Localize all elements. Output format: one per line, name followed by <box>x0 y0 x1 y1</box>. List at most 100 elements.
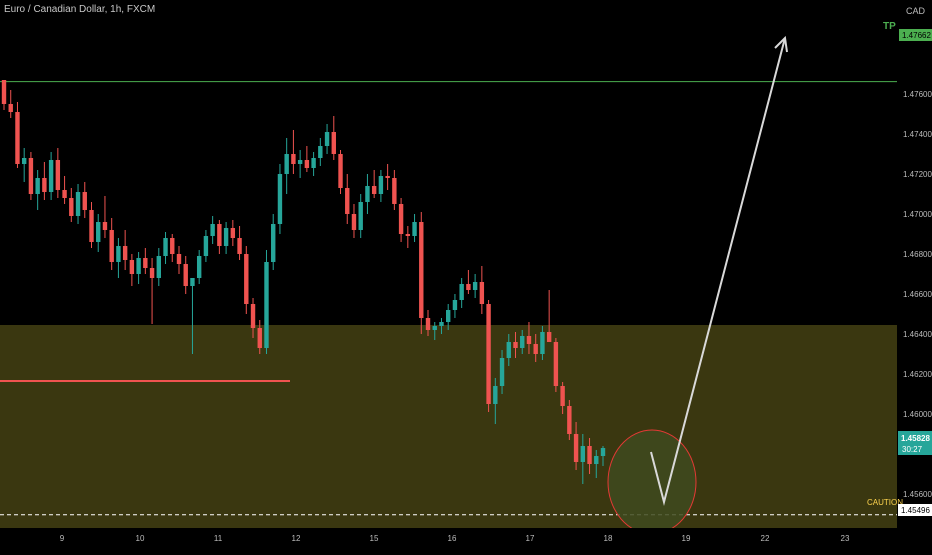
candle-body <box>513 342 518 348</box>
candle-body <box>149 268 155 278</box>
candle-body <box>244 254 249 304</box>
candle-body <box>546 332 552 342</box>
candle-body <box>230 228 236 238</box>
tp-label: TP <box>883 21 896 32</box>
forecast-path <box>650 37 786 506</box>
candle-body <box>600 448 606 456</box>
forecast-arrowhead <box>774 35 788 53</box>
candle-body <box>311 158 316 168</box>
candle-body <box>560 386 565 406</box>
candle-body <box>351 214 357 230</box>
candle-body <box>472 282 478 290</box>
chart-title: Euro / Canadian Dollar, 1h, FXCM <box>4 4 156 15</box>
candle-body <box>196 256 202 278</box>
candle-body <box>587 446 592 464</box>
x-tick-label: 16 <box>448 534 457 543</box>
candle-body <box>594 456 599 464</box>
candle-body <box>109 230 114 262</box>
caution-label: CAUTION <box>867 498 903 507</box>
time-axis-bg <box>0 528 897 550</box>
current-price-label: 1.45828 <box>901 434 930 443</box>
y-tick-label: 1.47000 <box>903 210 932 219</box>
y-tick-label: 1.46400 <box>903 330 932 339</box>
candle-body <box>217 224 222 246</box>
candle-body <box>378 176 384 194</box>
tp-price-label: 1.47662 <box>902 31 931 40</box>
candle-body <box>89 210 94 242</box>
price-axis-bg <box>897 0 932 550</box>
x-tick-label: 19 <box>682 534 691 543</box>
candle-body <box>439 322 444 326</box>
x-tick-label: 23 <box>841 534 850 543</box>
caution-price-label: 1.45496 <box>901 506 930 515</box>
candle-body <box>75 192 81 216</box>
candle-body <box>21 158 27 164</box>
candle-body <box>250 304 256 328</box>
candle-body <box>264 262 269 348</box>
candle-body <box>122 246 128 260</box>
candle-body <box>223 228 229 246</box>
candle-body <box>62 190 67 198</box>
x-tick-label: 18 <box>604 534 613 543</box>
x-tick-label: 22 <box>761 534 770 543</box>
candle-body <box>35 178 40 194</box>
candle-body <box>203 236 209 256</box>
candle-body <box>580 446 586 462</box>
candle-body <box>493 386 498 404</box>
candle-body <box>1 80 7 104</box>
candle-body <box>48 160 54 192</box>
candle-body <box>358 202 363 230</box>
candle-body <box>28 158 34 194</box>
candle-body <box>15 112 20 164</box>
candle-body <box>82 192 87 210</box>
y-tick-label: 1.47400 <box>903 130 932 139</box>
x-tick-label: 11 <box>214 534 223 543</box>
candle-body <box>324 132 330 146</box>
candle-body <box>553 342 559 386</box>
candle-body <box>331 132 336 154</box>
price-levels <box>0 81 897 516</box>
candle-body <box>398 204 404 234</box>
candle-body <box>345 188 350 214</box>
candle-body <box>533 344 538 354</box>
candle-body <box>338 154 343 188</box>
candle-body <box>96 222 101 242</box>
candle-body <box>271 224 276 262</box>
candle-body <box>143 258 148 268</box>
demand-zone-rect <box>0 325 897 550</box>
candle-body <box>318 146 323 158</box>
candle-body <box>297 160 303 164</box>
candle-body <box>183 264 188 286</box>
candle-body <box>55 160 61 190</box>
candle-body <box>540 332 545 354</box>
candle-body <box>459 284 464 300</box>
y-tick-label: 1.46000 <box>903 410 932 419</box>
candle-body <box>291 154 296 164</box>
candle-body <box>156 256 161 278</box>
candle-body <box>526 336 532 344</box>
candle-body <box>452 300 458 310</box>
candle-body <box>446 310 451 322</box>
caution-price-badge <box>898 504 932 516</box>
candle-body <box>69 198 74 216</box>
candle-body <box>8 104 13 112</box>
candle-body <box>304 160 310 168</box>
candlestick-series <box>1 80 606 484</box>
candle-body <box>486 304 491 404</box>
reversal-circle <box>607 429 697 535</box>
candle-body <box>405 234 411 236</box>
candle-body <box>277 174 283 224</box>
candle-body <box>170 238 175 254</box>
candle-body <box>163 238 168 256</box>
currency-label: CAD <box>906 6 926 16</box>
candle-body <box>392 178 397 204</box>
y-tick-label: 1.47600 <box>903 90 932 99</box>
candle-body <box>419 222 424 318</box>
y-tick-label: 1.46200 <box>903 370 932 379</box>
candle-body <box>176 254 182 264</box>
x-tick-label: 12 <box>292 534 301 543</box>
candle-body <box>506 342 511 358</box>
